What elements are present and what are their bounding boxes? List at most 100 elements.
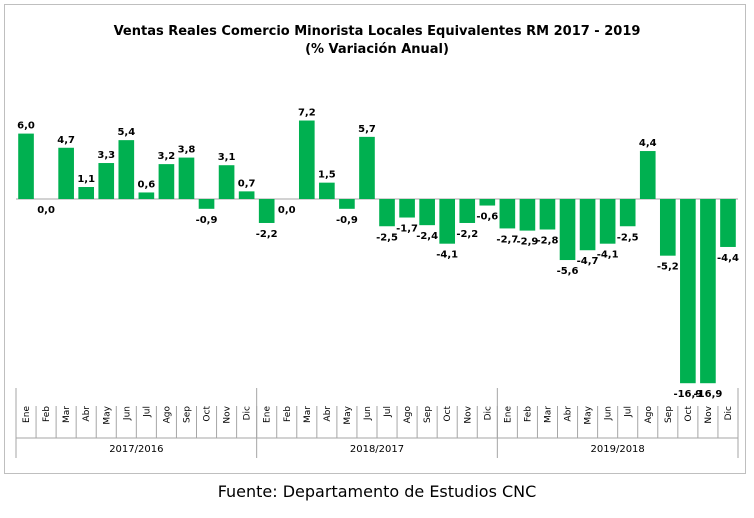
data-label: -2,9 (516, 237, 538, 248)
data-label: -2,8 (537, 236, 559, 247)
bar (98, 163, 115, 199)
bar (138, 192, 155, 199)
data-label: 0,0 (278, 205, 296, 216)
data-label: 4,7 (57, 135, 75, 146)
bar (218, 165, 235, 199)
category-tick-label: Abr (323, 406, 333, 422)
bar (18, 133, 34, 199)
data-label: 3,3 (97, 150, 115, 161)
bar (339, 199, 355, 209)
category-tick-label: Mar (543, 406, 553, 423)
group-label: 2017/2016 (109, 444, 163, 455)
data-label: -0,9 (336, 215, 358, 226)
bar (399, 199, 415, 218)
bar (319, 182, 335, 199)
bar (359, 136, 375, 199)
data-label: 4,4 (639, 138, 657, 149)
bar (499, 199, 516, 229)
category-tick-label: Nov (704, 405, 714, 423)
bar (419, 199, 435, 226)
category-tick-label: Ago (162, 406, 172, 424)
data-label: -5,6 (557, 266, 579, 277)
data-label: 3,1 (218, 152, 236, 163)
category-tick-label: Jul (383, 406, 393, 418)
data-label: 0,6 (138, 179, 156, 190)
category-tick-label: Feb (283, 406, 293, 422)
category-tick-label: Sep (664, 406, 674, 423)
category-tick-label: Ago (403, 406, 413, 424)
data-label: 1,1 (77, 174, 95, 185)
category-tick-label: Dic (243, 406, 253, 420)
chart-title: Ventas Reales Comercio Minorista Locales… (113, 24, 641, 39)
category-tick-label: Ago (644, 406, 654, 424)
bar (619, 199, 636, 227)
data-label: -5,2 (657, 262, 679, 273)
data-label: -0,9 (196, 215, 218, 226)
data-label: -4,4 (717, 253, 739, 264)
category-tick-label: Mar (62, 406, 72, 423)
bar (158, 164, 175, 199)
data-label: -4,1 (436, 250, 458, 261)
data-label: -2,5 (376, 232, 398, 243)
data-label: -4,7 (577, 256, 599, 267)
category-tick-label: Sep (423, 406, 433, 423)
category-tick-label: Sep (182, 406, 192, 423)
category-tick-label: Abr (82, 406, 92, 422)
bar (680, 199, 696, 384)
chart-area (4, 4, 746, 474)
category-tick-label: Nov (223, 405, 233, 423)
data-label: 3,2 (158, 151, 176, 162)
bar (178, 157, 195, 199)
bar (579, 199, 596, 251)
category-tick-label: Oct (203, 406, 213, 422)
data-label: 0,0 (37, 205, 55, 216)
category-tick-label: Abr (564, 406, 574, 422)
bar (539, 199, 556, 230)
data-label: 0,7 (238, 178, 256, 189)
chart-subtitle: (% Variación Anual) (305, 42, 449, 57)
category-tick-label: Oct (684, 406, 694, 422)
bar (379, 199, 395, 227)
category-tick-label: Mar (303, 406, 313, 423)
data-label: -16,9 (694, 389, 723, 400)
bar (559, 199, 576, 261)
bar (258, 199, 275, 223)
data-label: 6,0 (17, 121, 35, 132)
category-tick-label: Feb (42, 406, 52, 422)
data-label: -2,5 (617, 232, 639, 243)
bar (639, 151, 656, 199)
category-tick-label: Jun (363, 406, 373, 421)
category-tick-label: May (102, 405, 112, 424)
bar (519, 199, 536, 231)
bar (198, 199, 215, 209)
data-label: 1,5 (318, 170, 336, 181)
data-label: -2,2 (456, 229, 478, 240)
bar (599, 199, 616, 244)
bar (700, 199, 716, 384)
data-label: -2,7 (496, 234, 518, 245)
group-label: 2019/2018 (591, 444, 645, 455)
data-label: 5,7 (358, 124, 376, 135)
source-note: Fuente: Departamento de Estudios CNC (217, 482, 537, 501)
data-label: -2,2 (256, 229, 278, 240)
category-tick-label: Jun (122, 406, 132, 421)
bar (479, 199, 496, 206)
bar (659, 199, 676, 256)
bar (459, 199, 476, 223)
data-label: -16,9 (673, 389, 702, 400)
category-tick-label: Ene (22, 406, 32, 423)
data-label: -1,7 (396, 224, 418, 235)
data-label: 5,4 (117, 127, 135, 138)
data-label: -2,4 (416, 231, 438, 242)
data-label: 7,2 (298, 108, 316, 119)
bar (58, 147, 74, 199)
category-tick-label: Ene (503, 406, 513, 423)
category-tick-label: Ene (263, 406, 273, 423)
data-label: -4,1 (597, 250, 619, 261)
category-tick-label: May (584, 405, 594, 424)
bar (118, 140, 135, 199)
category-tick-label: Nov (463, 405, 473, 423)
category-tick-label: Oct (443, 406, 453, 422)
category-tick-label: Jul (142, 406, 152, 418)
